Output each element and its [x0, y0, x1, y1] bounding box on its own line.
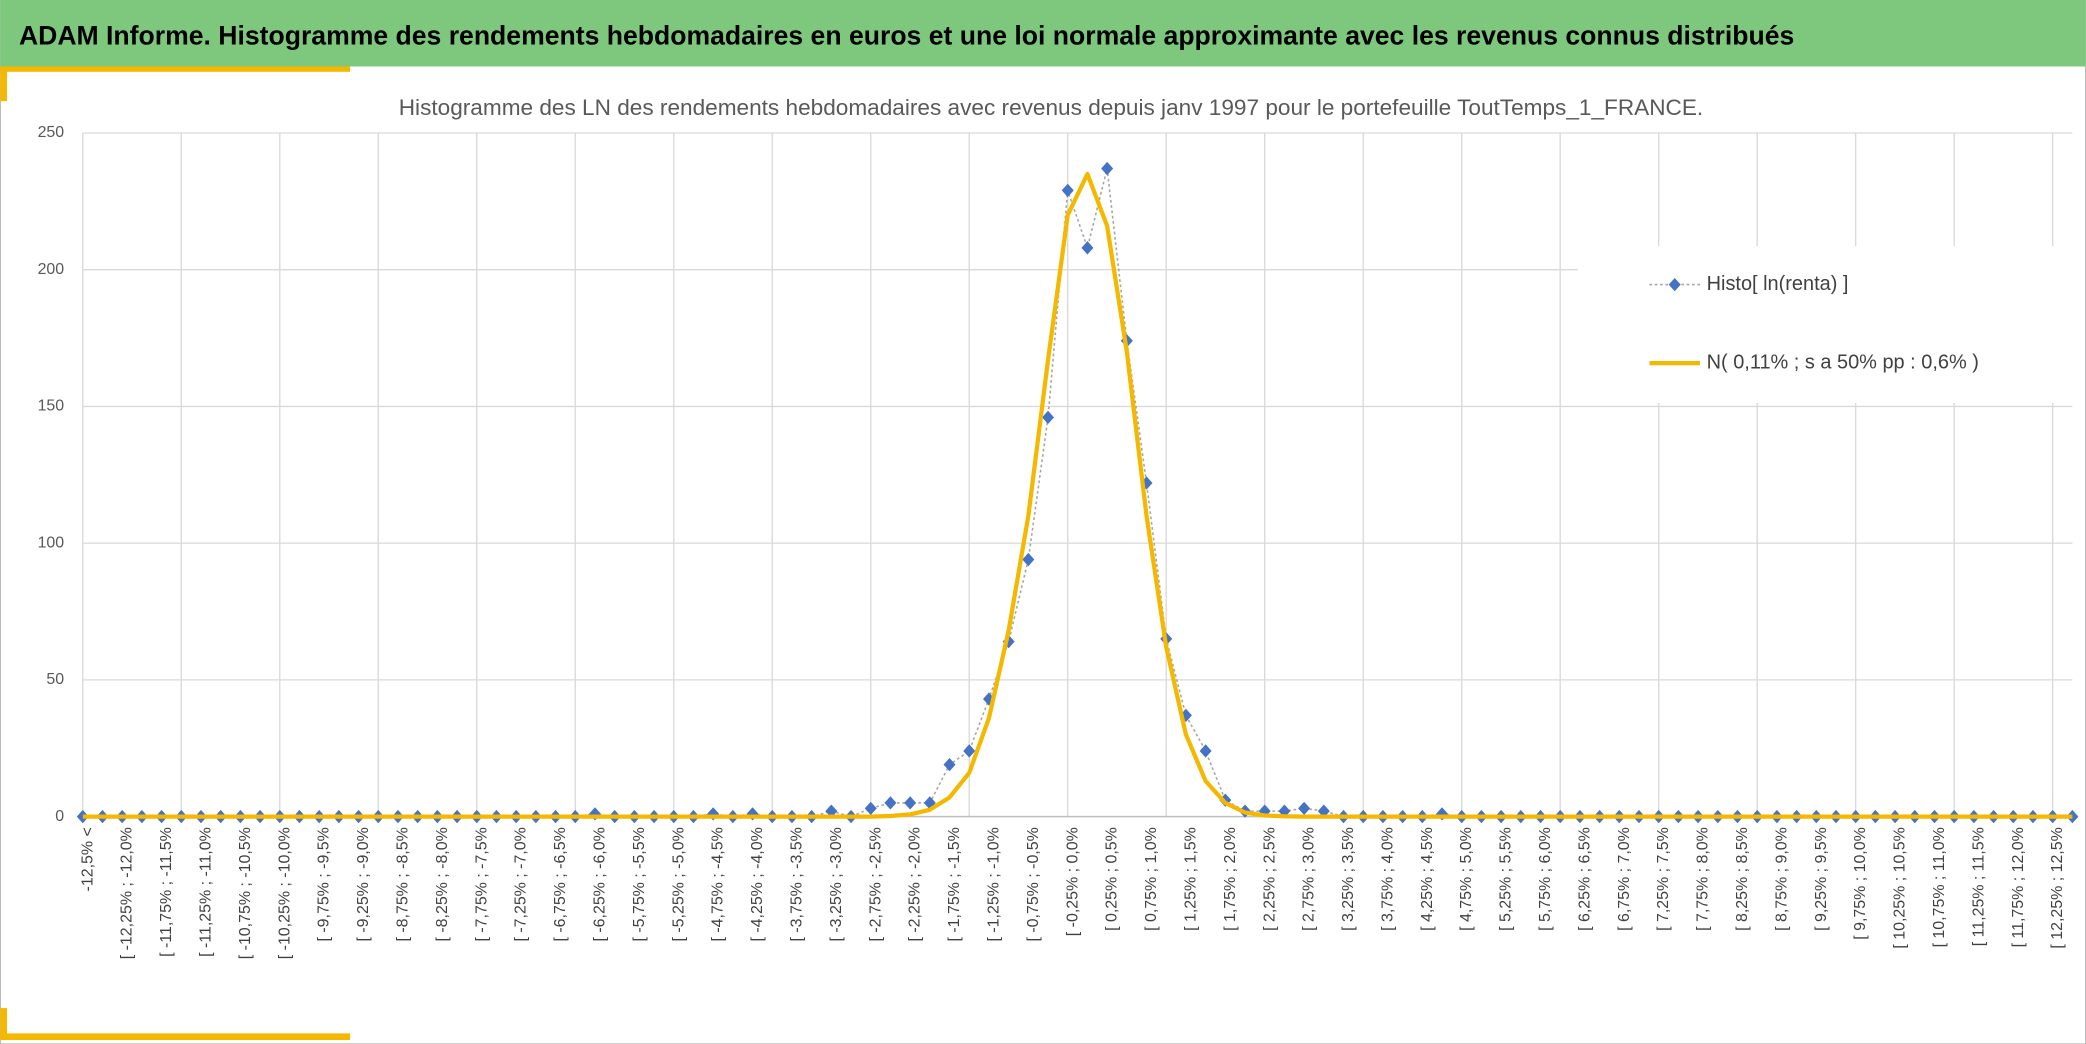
y-tick-label: 100 — [38, 534, 65, 551]
x-tick-label: [ -2,25% ; -2,0% — [907, 827, 924, 941]
marker — [1317, 804, 1330, 818]
y-tick-label: 150 — [38, 398, 65, 415]
x-tick-label: [ -3,75% ; -3,5% — [788, 827, 805, 941]
accent — [0, 1033, 351, 1041]
marker — [1061, 183, 1074, 198]
x-tick-label: [ 9,75% ; 10,0% — [1852, 827, 1869, 940]
marker — [1081, 241, 1094, 255]
x-tick-label: [ -7,75% ; -7,5% — [473, 827, 490, 941]
x-tick-label: [ -12,25% ; -12,0% — [119, 827, 136, 959]
series-line — [82, 171, 2073, 819]
x-tick-label: [ -5,75% ; -5,5% — [631, 827, 648, 941]
legend-label: Histo[ ln(renta) ] — [1707, 273, 1849, 295]
x-tick-label: [ -5,25% ; -5,0% — [670, 827, 687, 941]
x-tick-label: [ 5,25% ; 5,5% — [1498, 827, 1515, 931]
x-tick-label: [ 3,75% ; 4,0% — [1379, 827, 1396, 931]
legend-label: N( 0,11% ; s a 50% pp : 0,6% ) — [1707, 351, 1979, 373]
x-tick-label: [ 1,75% ; 2,0% — [1222, 827, 1239, 931]
y-tick-label: 0 — [55, 808, 64, 825]
x-tick-label: [ 7,75% ; 8,0% — [1695, 827, 1712, 931]
x-tick-label: [ 10,25% ; 10,5% — [1892, 827, 1909, 948]
chart-title: Histogramme des LN des rendements hebdom… — [399, 95, 1703, 120]
x-tick-label: [ -10,25% ; -10,0% — [276, 827, 293, 959]
x-tick-label: [ 0,75% ; 1,0% — [1143, 827, 1160, 931]
marker — [825, 804, 838, 818]
x-tick-label: [ 4,75% ; 5,0% — [1458, 827, 1475, 931]
x-tick-label: [ 8,75% ; 9,0% — [1773, 827, 1790, 931]
x-tick-label: [ -11,25% ; -11,0% — [198, 827, 215, 957]
page-title: ADAM Informe. Histogramme des rendements… — [19, 20, 1794, 50]
x-tick-label: [ 7,25% ; 7,5% — [1655, 827, 1672, 931]
x-tick-label: [ 2,25% ; 2,5% — [1261, 827, 1278, 931]
legend-box — [1577, 246, 2076, 403]
x-tick-label: [ 6,25% ; 6,5% — [1576, 827, 1593, 931]
x-tick-label: [ -0,25% ; 0,0% — [1064, 827, 1081, 936]
x-tick-label: [ -0,75% ; -0,5% — [1025, 827, 1042, 941]
x-tick-label: [ -1,25% ; -1,0% — [985, 827, 1002, 941]
x-tick-label: [ 2,75% ; 3,0% — [1301, 827, 1318, 931]
header-bar — [0, 0, 2086, 67]
x-tick-label: [ 11,25% ; 11,5% — [1970, 827, 1987, 946]
y-tick-label: 250 — [38, 124, 65, 141]
x-tick-label: [ -8,25% ; -8,0% — [434, 827, 451, 941]
accent — [0, 66, 351, 72]
accent — [0, 1008, 7, 1041]
x-tick-label: [ 3,25% ; 3,5% — [1340, 827, 1357, 931]
x-tick-label: [ 11,75% ; 12,0% — [2010, 827, 2027, 947]
y-tick-label: 200 — [38, 261, 65, 278]
marker — [884, 796, 897, 810]
x-tick-label: [ -1,75% ; -1,5% — [946, 827, 963, 941]
x-tick-label: [ -6,25% ; -6,0% — [591, 827, 608, 941]
x-tick-label: [ -4,25% ; -4,0% — [749, 827, 766, 941]
x-tick-label: [ -7,25% ; -7,0% — [513, 827, 530, 941]
marker — [1022, 552, 1035, 567]
x-tick-label: [ 5,75% ; 6,0% — [1537, 827, 1554, 931]
x-tick-label: [ 0,25% ; 0,5% — [1104, 827, 1121, 931]
x-tick-label: [ 9,25% ; 9,5% — [1813, 827, 1830, 931]
marker — [904, 796, 917, 810]
x-tick-label: [ -2,75% ; -2,5% — [867, 827, 884, 941]
x-tick-label: [ -10,75% ; -10,5% — [237, 827, 254, 959]
x-tick-label: [ -9,25% ; -9,0% — [355, 827, 372, 941]
x-tick-label: [ 10,75% ; 11,0% — [1931, 827, 1948, 947]
y-tick-label: 50 — [46, 671, 64, 688]
x-tick-label: [ -4,75% ; -4,5% — [710, 827, 727, 941]
x-tick-label: [ -6,75% ; -6,5% — [552, 827, 569, 941]
x-tick-label: [ -3,25% ; -3,0% — [828, 827, 845, 941]
marker — [1199, 744, 1212, 758]
x-tick-label: [ -11,75% ; -11,5% — [158, 827, 175, 957]
marker — [1298, 801, 1311, 816]
x-tick-label: [ 6,75% ; 7,0% — [1616, 827, 1633, 931]
marker — [963, 744, 976, 758]
x-tick-label: [ -9,75% ; -9,5% — [316, 827, 333, 941]
marker — [1101, 161, 1114, 176]
x-tick-label: [ -8,75% ; -8,5% — [395, 827, 412, 941]
x-tick-label: -12,5% < — [79, 827, 96, 891]
accent — [0, 66, 7, 102]
x-tick-label: [ 12,25% ; 12,5% — [2049, 827, 2066, 948]
marker — [943, 757, 956, 772]
x-tick-label: [ 1,25% ; 1,5% — [1182, 827, 1199, 931]
x-tick-label: [ 8,25% ; 8,5% — [1734, 827, 1751, 931]
x-tick-label: [ 4,25% ; 4,5% — [1419, 827, 1436, 931]
marker — [864, 801, 877, 816]
